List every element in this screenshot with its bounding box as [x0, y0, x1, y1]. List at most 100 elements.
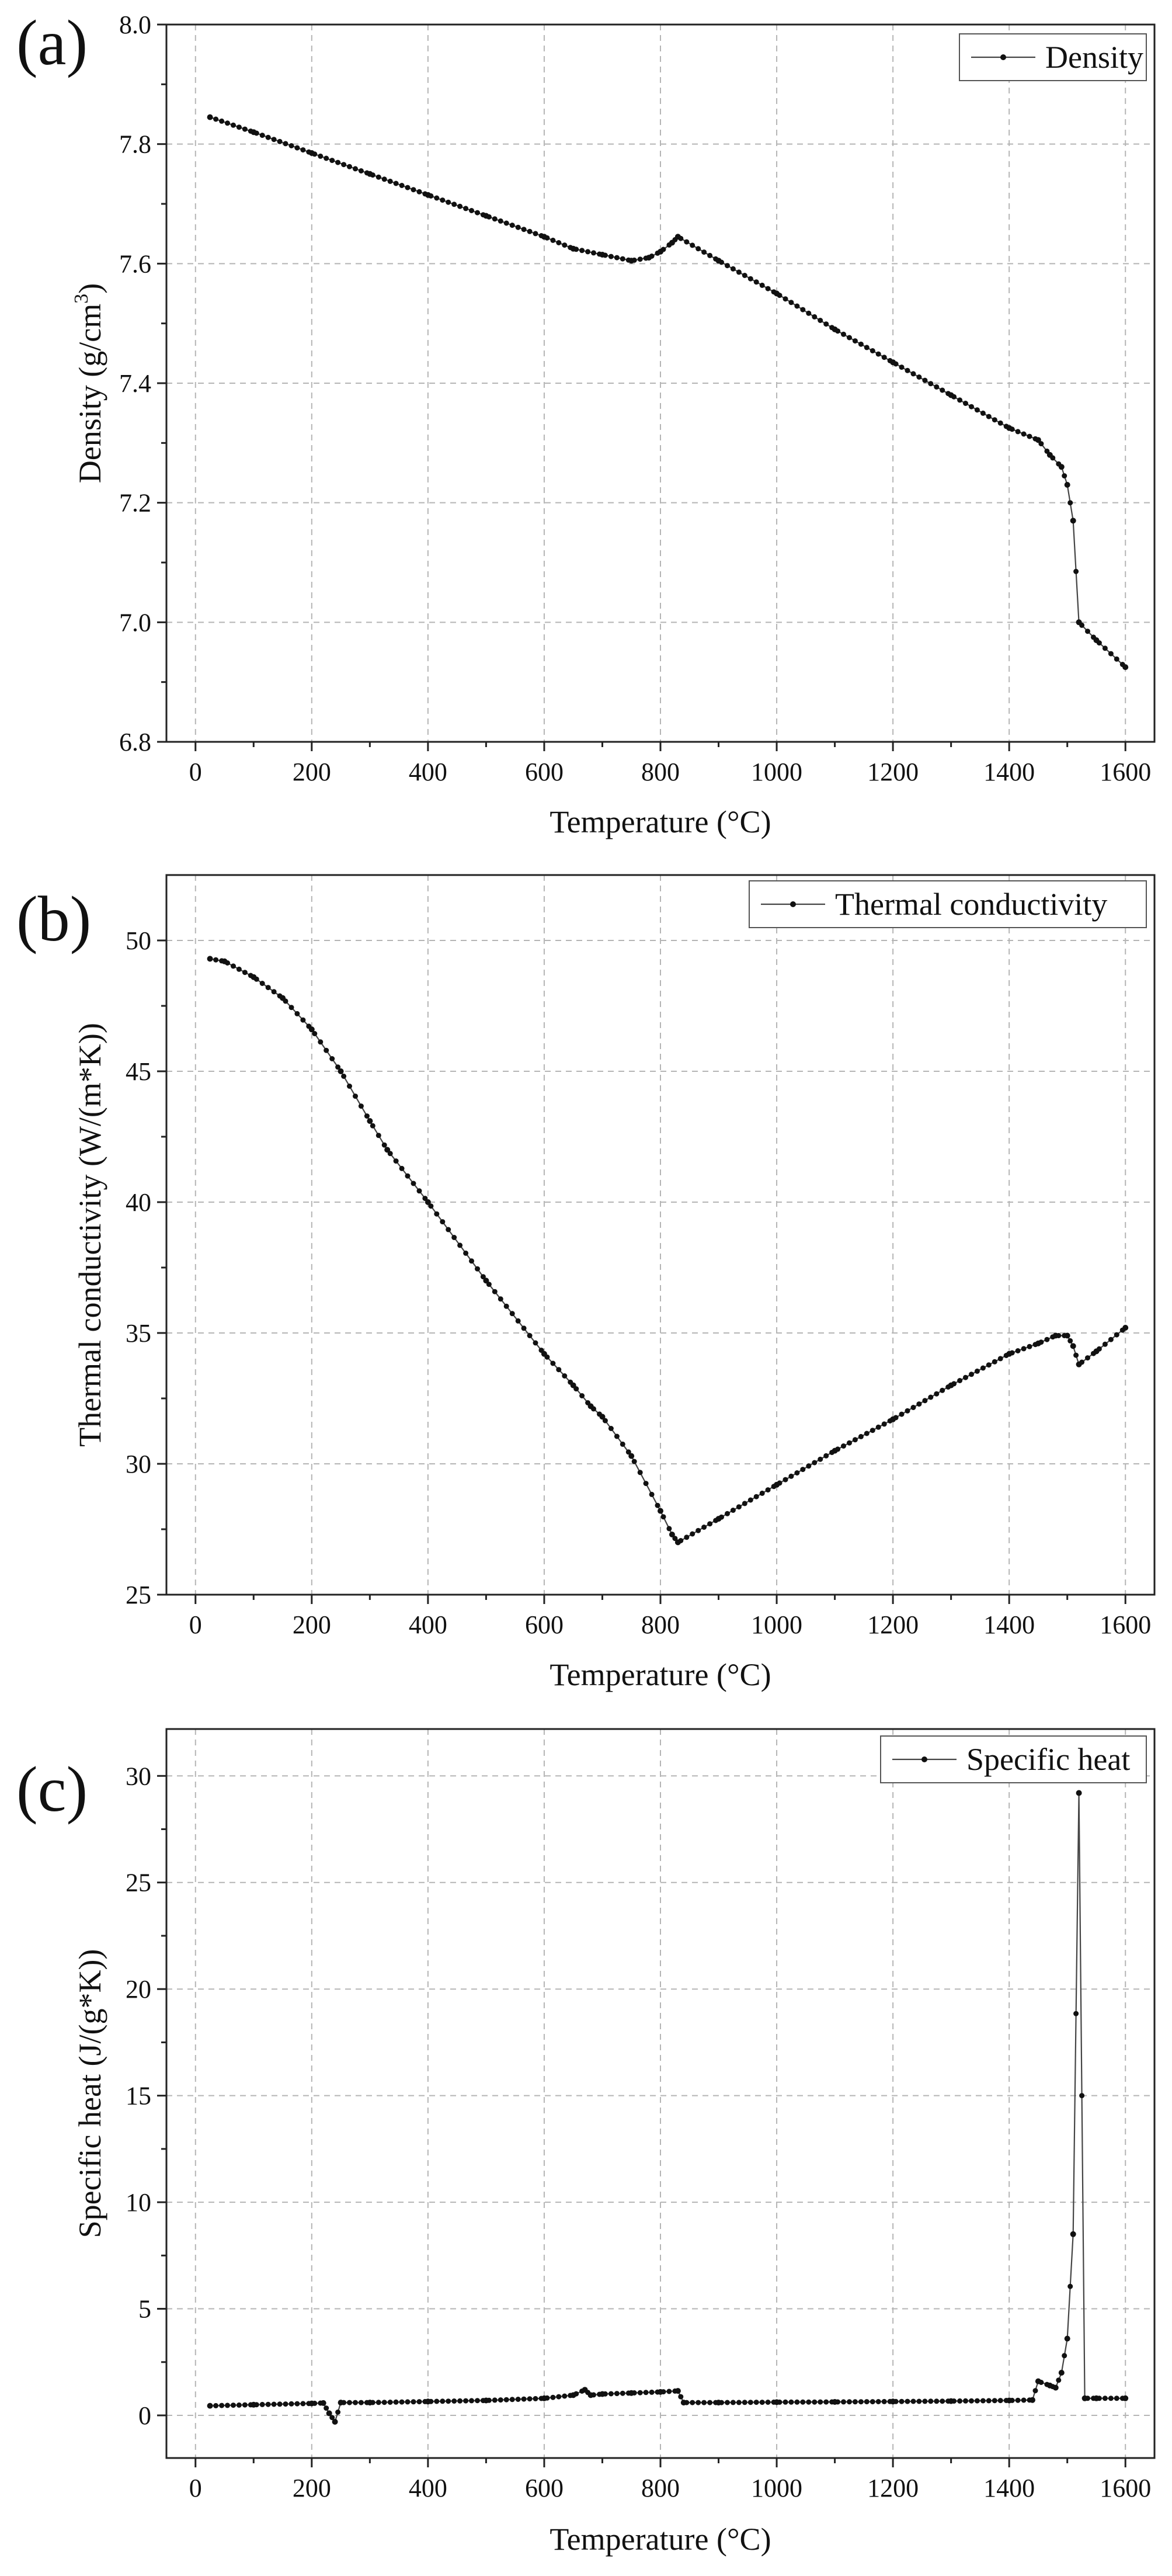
data-point-thermal-conductivity: [875, 1424, 881, 1430]
series-density: [207, 114, 1129, 671]
data-point-specific-heat: [678, 2394, 684, 2400]
legend-specific-heat: Specific heat: [880, 1735, 1147, 1783]
series-line-thermal-conductivity: [210, 958, 1126, 1543]
data-point-thermal-conductivity: [725, 1511, 730, 1516]
x-tick-label: 200: [293, 758, 331, 786]
data-point-thermal-conductivity: [231, 963, 236, 969]
data-point-density: [533, 231, 538, 237]
data-point-density: [870, 348, 875, 353]
data-point-specific-heat: [300, 2401, 306, 2407]
data-point-thermal-conductivity: [948, 1382, 954, 1388]
series-thermal-conductivity: [207, 956, 1129, 1546]
data-point-density: [747, 276, 753, 282]
data-point-density: [1067, 500, 1073, 506]
data-point-density: [742, 273, 747, 278]
data-point-thermal-conductivity: [890, 1416, 896, 1422]
y-tick-label: 25: [126, 1869, 151, 1897]
data-point-specific-heat: [475, 2398, 480, 2404]
data-point-density: [940, 387, 945, 393]
x-tick-label: 200: [293, 1610, 331, 1639]
data-point-thermal-conductivity: [498, 1296, 503, 1302]
data-point-thermal-conductivity: [1114, 1332, 1119, 1338]
data-point-density: [986, 414, 992, 419]
data-point-thermal-conductivity: [916, 1401, 922, 1407]
data-point-specific-heat: [367, 2400, 373, 2406]
data-point-specific-heat: [338, 2400, 344, 2406]
data-point-thermal-conductivity: [265, 985, 271, 991]
data-point-specific-heat: [416, 2399, 422, 2405]
data-point-specific-heat: [910, 2398, 916, 2404]
data-point-specific-heat: [405, 2399, 411, 2405]
data-point-density: [353, 166, 358, 172]
data-point-specific-heat: [608, 2391, 614, 2397]
data-point-specific-heat: [957, 2398, 963, 2404]
data-point-thermal-conductivity: [1015, 1348, 1021, 1353]
data-point-density: [690, 242, 695, 248]
data-point-specific-heat: [451, 2398, 457, 2404]
data-point-thermal-conductivity: [469, 1258, 474, 1264]
data-point-density: [1102, 645, 1108, 651]
legend-density: Density: [959, 33, 1147, 81]
panel-density: (a) 0 200 400 600 800 1000 1200 1400 1600 6.8 7.0…: [16, 7, 1156, 839]
data-point-specific-heat: [940, 2398, 945, 2404]
data-point-specific-heat: [690, 2400, 695, 2405]
data-point-density: [934, 384, 940, 390]
data-point-thermal-conductivity: [1035, 1340, 1041, 1346]
data-point-density: [910, 371, 916, 377]
data-point-thermal-conductivity: [934, 1391, 940, 1397]
data-point-thermal-conductivity: [747, 1497, 753, 1503]
y-tick-label: 15: [126, 2082, 151, 2110]
data-point-density: [969, 404, 974, 409]
data-point-density: [674, 234, 681, 240]
data-point-specific-heat: [265, 2401, 271, 2407]
x-tick-label: 400: [409, 1610, 447, 1639]
data-point-density: [277, 138, 283, 144]
data-point-thermal-conductivity: [562, 1373, 568, 1379]
data-point-specific-heat: [492, 2397, 498, 2403]
data-point-thermal-conductivity: [674, 1539, 681, 1546]
data-point-thermal-conductivity: [1122, 1325, 1129, 1331]
data-point-thermal-conductivity: [541, 1351, 547, 1357]
y-tick-label: 5: [138, 2295, 151, 2324]
data-point-specific-heat: [1081, 2395, 1088, 2401]
data-point-thermal-conductivity: [1044, 1336, 1050, 1342]
x-tick-label: 400: [409, 758, 447, 786]
series-specific-heat: [207, 1790, 1129, 2425]
data-point-specific-heat: [498, 2397, 503, 2403]
data-point-thermal-conductivity: [832, 1447, 838, 1454]
data-point-thermal-conductivity: [1073, 1352, 1079, 1358]
data-point-density: [367, 171, 373, 177]
data-point-thermal-conductivity: [259, 981, 265, 986]
data-point-density: [1070, 518, 1076, 524]
data-point-density: [701, 249, 707, 255]
data-point-density: [265, 134, 271, 140]
data-point-specific-heat: [742, 2400, 747, 2405]
data-point-density: [425, 192, 431, 198]
data-point-density: [375, 174, 381, 180]
data-point-specific-heat: [570, 2392, 576, 2398]
data-point-specific-heat: [1030, 2397, 1035, 2403]
data-point-thermal-conductivity: [370, 1123, 375, 1129]
data-point-specific-heat: [324, 2405, 329, 2411]
data-point-specific-heat: [747, 2400, 753, 2405]
data-point-thermal-conductivity: [300, 1017, 306, 1023]
data-point-specific-heat: [707, 2400, 713, 2405]
data-point-density: [492, 216, 498, 222]
data-point-thermal-conductivity: [1076, 1361, 1082, 1367]
x-tick-label: 400: [409, 2474, 447, 2502]
x-axis-title-specific-heat: Temperature (°C): [550, 2522, 771, 2557]
data-point-density: [399, 183, 405, 188]
data-point-density: [852, 338, 858, 344]
data-point-thermal-conductivity: [666, 1526, 672, 1532]
data-point-specific-heat: [905, 2398, 910, 2404]
data-point-density: [614, 255, 620, 261]
data-point-specific-heat: [730, 2400, 736, 2405]
data-point-specific-heat: [658, 2388, 663, 2395]
data-point-density: [608, 254, 614, 259]
data-point-density: [294, 145, 300, 151]
data-point-specific-heat: [335, 2410, 341, 2415]
data-point-specific-heat: [219, 2403, 225, 2408]
data-point-thermal-conductivity: [1067, 1338, 1073, 1343]
data-point-specific-heat: [1052, 2384, 1059, 2391]
data-point-density: [300, 147, 306, 153]
